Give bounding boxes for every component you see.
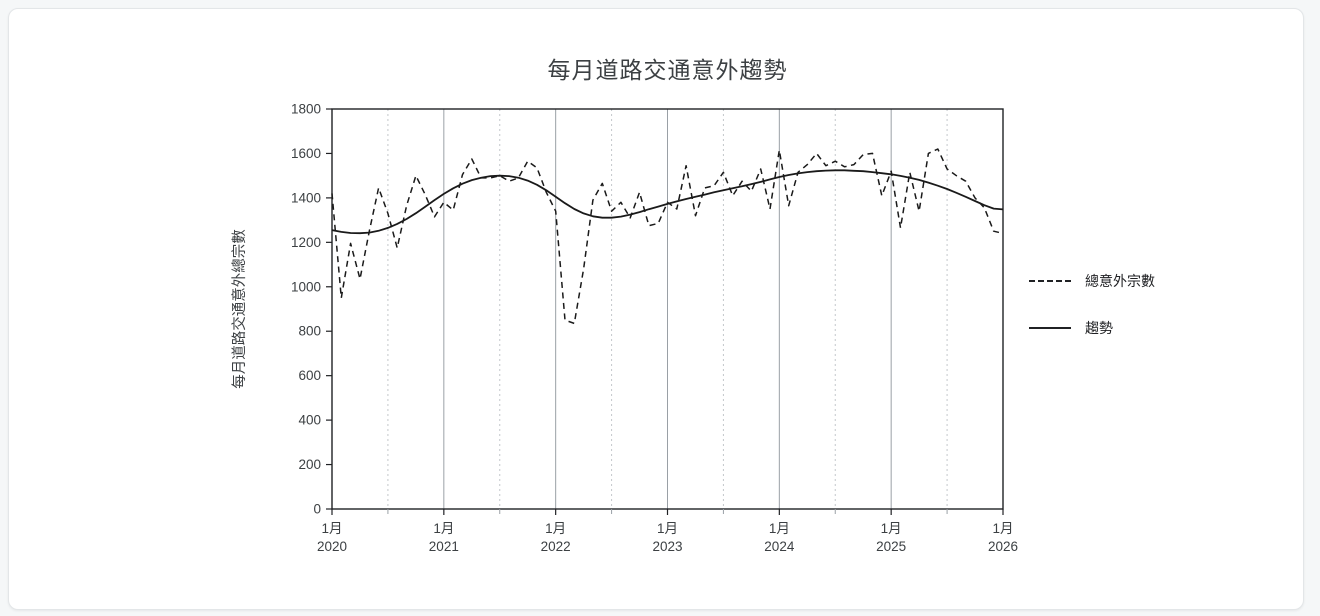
chart-canvas: 每月道路交通意外總宗數 0 200 400 600 800 1000 1200 1400 160… <box>230 102 1018 555</box>
x-axis-month-label: 1月 <box>769 521 790 536</box>
legend-label-accidents: 總意外宗數 <box>1085 273 1155 289</box>
y-axis-tick-label: 400 <box>298 413 321 428</box>
x-axis-month-label: 1月 <box>657 521 678 536</box>
legend-item-accidents: 總意外宗數 <box>1029 271 1249 291</box>
solid-line-icon <box>1029 327 1071 329</box>
y-axis-label: 每月道路交通意外總宗數 <box>230 229 248 389</box>
x-axis-year-label: 2020 <box>317 539 347 554</box>
x-axis-year-label: 2023 <box>652 539 682 554</box>
legend-label-trend: 趨勢 <box>1085 320 1113 336</box>
x-axis-month-label: 1月 <box>433 521 454 536</box>
trend-series-line <box>331 169 1004 235</box>
y-axis-tick-label: 1200 <box>291 235 321 250</box>
x-axis-year-label: 2022 <box>541 539 571 554</box>
y-axis-tick-label: 0 <box>313 502 321 517</box>
legend-item-trend: 趨勢 <box>1029 318 1249 338</box>
dashed-line-icon <box>1029 280 1071 282</box>
x-axis-month-label: 1月 <box>992 521 1013 536</box>
x-axis-month-label: 1月 <box>545 521 566 536</box>
y-axis-tick-label: 800 <box>298 324 321 339</box>
chart-title: 每月道路交通意外趨勢 <box>547 57 788 83</box>
chart-card: 每月道路交通意外趨勢 每月道路交通意外總宗數 0 200 400 600 800 1000… <box>8 8 1304 610</box>
y-axis-tick-label: 200 <box>298 457 321 472</box>
x-axis-year-label: 2024 <box>764 539 795 554</box>
y-axis-tick-label: 1800 <box>291 102 321 117</box>
accidents-series-line <box>331 148 1004 325</box>
y-axis-tick-label: 1000 <box>291 279 321 294</box>
y-axis-tick-label: 1400 <box>291 190 321 205</box>
x-axis-month-label: 1月 <box>321 521 342 536</box>
x-axis-year-label: 2021 <box>429 539 459 554</box>
x-axis-month-label: 1月 <box>881 521 902 536</box>
y-axis-tick-label: 600 <box>298 368 321 383</box>
y-axis-tick-label: 1600 <box>291 146 321 161</box>
x-axis-year-label: 2026 <box>988 539 1018 554</box>
chart-legend: 總意外宗數 趨勢 <box>1029 271 1249 365</box>
x-axis-year-label: 2025 <box>876 539 906 554</box>
